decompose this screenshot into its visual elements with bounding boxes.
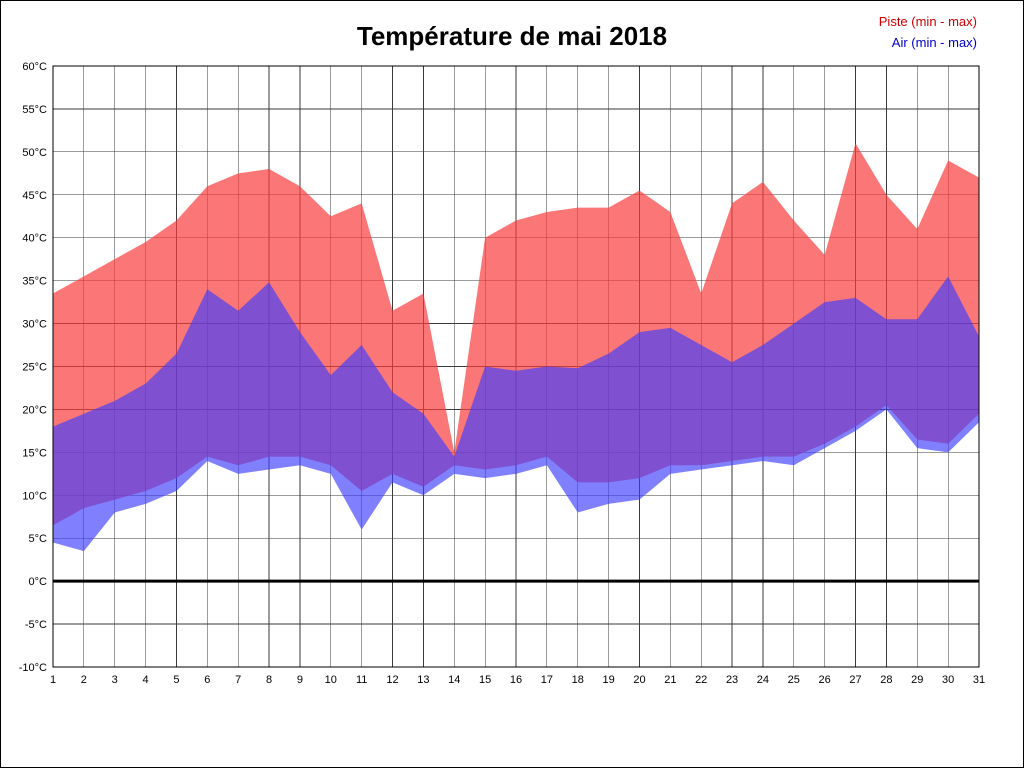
y-axis-labels: 60°C 55°C 50°C 45°C 40°C 35°C 30°C 25°C 20°C 15°C…: [19, 61, 47, 674]
legend-piste: Piste (min - max): [878, 14, 977, 29]
x-tick-label: 29: [911, 674, 923, 686]
x-tick-label: 27: [849, 674, 861, 686]
plot-border: [52, 65, 980, 668]
x-tick-label: 18: [572, 674, 584, 686]
y-tick-label: 30°C: [22, 319, 47, 331]
air-band: [53, 276, 979, 552]
y-tick-label: 10°C: [22, 490, 47, 502]
y-tick-label: 40°C: [22, 233, 47, 245]
x-tick-label: 31: [973, 674, 985, 686]
x-tick-label: 30: [942, 674, 954, 686]
x-tick-label: 13: [417, 674, 429, 686]
x-tick-label: 20: [633, 674, 645, 686]
x-tick-label: 22: [695, 674, 707, 686]
x-tick-label: 8: [266, 674, 272, 686]
x-tick-label: 23: [726, 674, 738, 686]
y-tick-label: -10°C: [19, 662, 47, 674]
x-tick-label: 21: [664, 674, 676, 686]
x-tick-label: 7: [235, 674, 241, 686]
y-tick-label: 50°C: [22, 147, 47, 159]
x-tick-label: 2: [81, 674, 87, 686]
x-tick-label: 10: [325, 674, 337, 686]
x-tick-label: 12: [386, 674, 398, 686]
x-tick-label: 5: [173, 674, 179, 686]
y-tick-label: 25°C: [22, 362, 47, 374]
y-tick-label: 55°C: [22, 104, 47, 116]
x-tick-label: 19: [602, 674, 614, 686]
x-tick-label: 25: [788, 674, 800, 686]
chart-title: Température de mai 2018: [356, 21, 668, 51]
y-tick-label: -5°C: [25, 619, 47, 631]
x-tick-label: 6: [204, 674, 210, 686]
legend-air: Air (min - max): [891, 35, 977, 50]
x-tick-label: 26: [819, 674, 831, 686]
x-tick-label: 4: [143, 674, 149, 686]
x-tick-label: 3: [112, 674, 118, 686]
x-tick-label: 28: [880, 674, 892, 686]
y-tick-label: 5°C: [29, 533, 48, 545]
x-tick-label: 11: [356, 674, 367, 686]
x-tick-label: 9: [297, 674, 303, 686]
x-tick-label: 14: [448, 674, 460, 686]
y-tick-label: 0°C: [29, 576, 48, 588]
x-axis-labels: 1 2 3 4 5 6 7 8 9 10 11 12 13 14 15 16 17 18 19 20 21 22 23 24 2…: [50, 674, 985, 686]
legend: Piste (min - max) Air (min - max): [879, 11, 977, 53]
y-tick-label: 35°C: [22, 276, 47, 288]
x-tick-label: 24: [757, 674, 769, 686]
x-tick-label: 16: [510, 674, 522, 686]
x-tick-label: 1: [50, 674, 56, 686]
x-tick-label: 15: [479, 674, 491, 686]
y-tick-label: 60°C: [22, 61, 47, 73]
x-tick-label: 17: [541, 674, 553, 686]
y-tick-label: 45°C: [22, 190, 47, 202]
y-tick-label: 20°C: [22, 404, 47, 416]
y-tick-label: 15°C: [22, 447, 47, 459]
